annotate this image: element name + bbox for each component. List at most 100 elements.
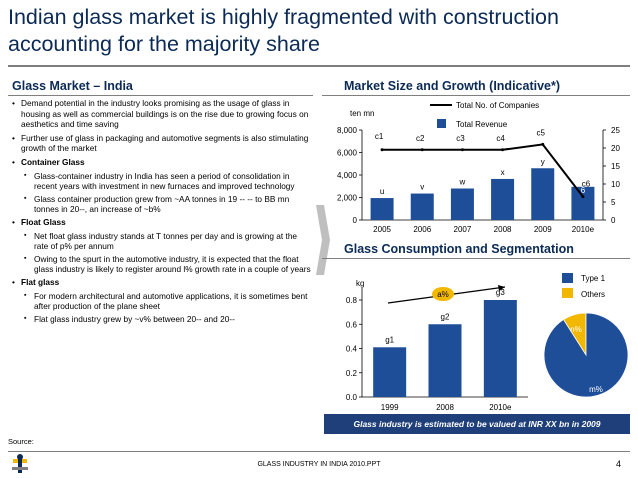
consumption-divider [322,258,630,259]
title-divider [8,65,630,67]
glass-market-heading: Glass Market – India [12,79,133,93]
chart1-line-point [541,142,545,146]
chart1-left-tick-label: 2,000 [337,194,358,203]
chart1-x-tick-label: 2008 [494,225,512,234]
chart1-companies-line [382,143,584,198]
chart2-legend-type1-label: Type 1 [581,274,606,283]
market-size-heading: Market Size and Growth (Indicative*) [344,79,561,93]
chart1-legend-bar-swatch [437,119,446,128]
bullet-item: Float Glass [12,217,312,228]
chart1-bar [450,188,474,220]
chart1-right-tick-label: 25 [611,126,620,135]
chart1-x-tick-label: 2009 [534,225,552,234]
valuation-banner: Glass industry is estimated to be valued… [324,414,630,434]
bullet-item: Container Glass [12,157,312,168]
chart1-bar-label: u [380,187,384,196]
bullet-text: Demand potential in the industry looks p… [21,98,309,130]
chart1-line-label: c1 [375,132,384,141]
chart2-y-tick-label: 0.4 [346,345,358,354]
market-size-divider [322,95,630,96]
chart2-y-tick-label: 0.6 [346,320,358,329]
chart1-bar-label: 6 [581,186,586,195]
chart1-bar [571,186,595,220]
chart1-right-tick-label: 5 [611,198,616,207]
bullet-item: Flat glass [12,277,312,288]
chart2-y-tick-label: 0.8 [346,296,358,305]
chart2-x-tick-label: 1999 [381,403,399,412]
chart2-growth-badge [432,287,454,301]
chart1-line-label: c6 [582,180,591,189]
chevron-right-icon [316,205,330,275]
chart2-legend-others-label: Others [581,290,605,299]
chart1-line-point [581,195,585,199]
chart1-x-tick-label: 2007 [454,225,472,234]
chart1-x-tick-label: 2010e [572,225,595,234]
chart2-growth-label: a% [437,290,449,299]
sub-bullet-item: Glass-container industry in India has se… [12,171,312,192]
chart1-bar [370,198,394,220]
slide-title: Indian glass market is highly fragmented… [8,5,559,56]
chart1-unit-label: ten mn [350,109,374,118]
chart1-bar [410,193,434,220]
page-number: 4 [616,459,622,469]
chart2-x-tick-label: 2010e [489,403,512,412]
glass-market-divider [8,95,313,96]
bullet-item: Demand potential in the industry looks p… [12,98,312,130]
footer-document-name: GLASS INDUSTRY IN INDIA 2010.PPT [257,461,381,468]
chart1-x-tick-label: 2005 [373,225,391,234]
chart2-bar [373,347,407,397]
chart1-line-label: c2 [416,134,425,143]
bullet-text: Container Glass [21,156,85,167]
footer-divider [8,451,630,452]
chart1-right-tick-label: 15 [611,162,620,171]
consumption-heading: Glass Consumption and Segmentation [344,242,574,256]
chart1-x-tick-label: 2006 [413,225,431,234]
company-logo [12,454,28,473]
chart2-bar-label: g3 [496,288,505,297]
bullet-text: Float Glass [21,216,66,227]
chart2-legend-others-swatch [562,288,573,298]
sub-bullet-item: For modern architectural and automotive … [12,291,312,312]
chart2-legend-type1-swatch [562,273,573,283]
chart1-left-tick-label: 4,000 [337,171,358,180]
sub-bullet-item: Net float glass industry stands at T ton… [12,231,312,252]
bullet-text: Flat glass [21,276,60,287]
chart1-bar-label: x [501,168,505,177]
chart2-bar-label: g1 [385,335,394,344]
sub-bullet-item: Flat glass industry grew by ~v% between … [12,314,312,325]
chart2-unit-label: kg [356,279,364,288]
chart1-bar-label: y [541,157,545,166]
chart1-line-point [460,148,464,152]
chart2-bar-label: g2 [441,312,450,321]
chart1-left-tick-label: 6,000 [337,149,358,158]
chart1-bar [491,178,515,220]
pie-slice [543,312,629,398]
chart1-line-point [380,148,384,152]
chart1-line-label: c5 [537,128,546,137]
chart1-line-label: c3 [456,134,465,143]
chart2-growth-arrow-head [498,285,505,291]
chart1-legend-bar-label: Total Revenue [456,120,508,129]
glass-market-bullets: Demand potential in the industry looks p… [12,98,312,326]
chart1-bar-label: v [420,183,424,192]
chart1-left-tick-label: 0 [353,216,358,225]
chart1-left-tick-label: 8,000 [337,126,358,135]
chart2-bar [428,324,462,397]
chart2-y-tick-label: 0.2 [346,369,358,378]
sub-bullet-item: Owing to the spurt in the automotive ind… [12,254,312,275]
bullet-text: Further use of glass in packaging and au… [21,132,309,154]
chart2-y-tick-label: 0.0 [346,393,358,402]
source-label: Source: [8,437,34,446]
chart1-bar [531,168,555,220]
chart1-right-tick-label: 20 [611,144,620,153]
chart1-line-label: c4 [496,134,505,143]
chart1-legend-line-label: Total No. of Companies [456,101,539,110]
chart1-right-tick-label: 0 [611,216,616,225]
chart1-right-tick-label: 10 [611,180,620,189]
chart1-line-point [420,148,424,152]
pie-large-label: m% [589,385,603,394]
sub-bullet-item: Glass container production grew from ~AA… [12,194,312,215]
chart2-bar [483,300,517,397]
bullet-item: Further use of glass in packaging and au… [12,133,312,154]
